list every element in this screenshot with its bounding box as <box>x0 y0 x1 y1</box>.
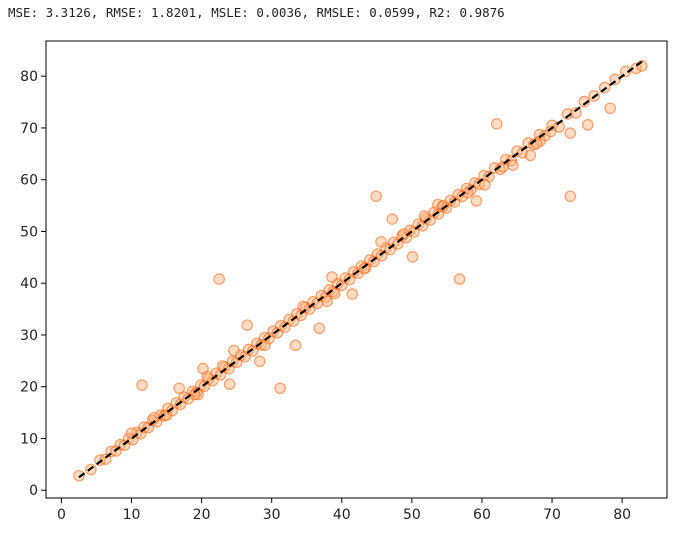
data-point <box>226 355 239 368</box>
x-tick-label: 80 <box>613 507 631 523</box>
data-point <box>114 438 127 451</box>
data-point <box>289 339 302 352</box>
data-point <box>313 322 326 335</box>
x-axis: 0 10 20 30 40 50 60 70 80 <box>57 498 631 523</box>
data-point <box>453 273 466 285</box>
y-tick-label: 10 <box>20 431 38 447</box>
data-point <box>136 379 148 391</box>
x-tick-label: 40 <box>333 507 351 523</box>
y-axis: 0 10 20 30 40 50 60 70 80 <box>20 69 46 499</box>
data-point <box>490 118 503 130</box>
data-point <box>609 73 621 86</box>
data-point <box>530 137 543 150</box>
data-point <box>253 355 266 368</box>
x-tick-label: 30 <box>263 507 281 523</box>
x-tick-label: 0 <box>57 507 66 523</box>
y-tick-label: 0 <box>29 483 38 499</box>
data-point <box>619 65 632 78</box>
data-point <box>223 378 236 390</box>
data-point <box>138 421 150 433</box>
data-point <box>506 159 519 172</box>
data-point <box>326 271 338 283</box>
data-point <box>564 190 577 203</box>
data-point <box>570 107 582 119</box>
data-point <box>406 251 419 263</box>
data-point <box>544 125 557 138</box>
data-point <box>581 119 594 131</box>
x-tick-label: 50 <box>403 507 421 523</box>
data-point <box>228 344 240 357</box>
data-point <box>321 295 333 308</box>
data-point <box>437 199 450 212</box>
x-tick-label: 20 <box>193 507 211 523</box>
data-point <box>134 428 147 440</box>
data-point <box>561 108 574 120</box>
data-point <box>375 236 387 248</box>
data-point <box>241 319 253 331</box>
data-point <box>73 469 85 482</box>
y-tick-label: 50 <box>20 224 38 240</box>
data-point <box>173 382 185 395</box>
axes-frame <box>45 40 668 499</box>
data-point <box>470 195 483 207</box>
data-point <box>370 190 382 203</box>
data-point <box>346 288 359 300</box>
data-point <box>386 213 399 225</box>
data-point <box>213 273 225 285</box>
y-tick-label: 20 <box>20 380 38 396</box>
data-point <box>274 382 286 395</box>
y-tick-label: 80 <box>20 69 38 85</box>
x-tick-label: 10 <box>123 507 141 523</box>
identity-line <box>78 59 644 479</box>
y-tick-label: 60 <box>20 173 38 189</box>
y-tick-label: 70 <box>20 121 38 137</box>
data-point <box>564 127 577 139</box>
data-point <box>358 262 371 275</box>
x-tick-label: 60 <box>473 507 491 523</box>
y-tick-label: 40 <box>20 276 38 292</box>
data-point <box>297 300 310 313</box>
data-point <box>524 149 537 162</box>
data-point <box>478 179 491 191</box>
metrics-summary: MSE: 3.3126, RMSE: 1.8201, MSLE: 0.0036,… <box>8 5 505 20</box>
data-point <box>197 362 209 375</box>
x-tick-label: 70 <box>543 507 561 523</box>
data-point <box>154 409 167 421</box>
data-point <box>258 339 271 352</box>
y-tick-label: 30 <box>20 328 38 344</box>
data-point <box>604 102 617 115</box>
